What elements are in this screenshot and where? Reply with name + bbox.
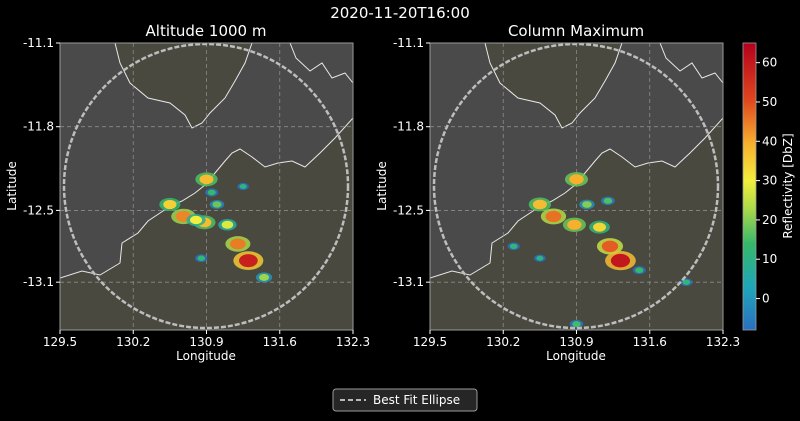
reflectivity-cell	[593, 222, 607, 232]
legend-box	[332, 388, 478, 412]
x-tick-label: 131.6	[633, 335, 667, 349]
reflectivity-cell	[199, 174, 214, 185]
y-tick-label: -13.1	[23, 275, 54, 289]
reflectivity-cells	[507, 172, 693, 329]
reflectivity-cell	[610, 253, 631, 268]
colorbar-tick-label: 10	[762, 252, 777, 266]
y-tick-label: -11.8	[23, 120, 54, 134]
reflectivity-cell	[601, 240, 619, 253]
y-tick-label: -11.1	[393, 36, 424, 50]
reflectivity-cell	[238, 254, 258, 268]
y-tick-label: -13.1	[393, 275, 424, 289]
reflectivity-cell	[545, 210, 562, 222]
reflectivity-cell	[603, 197, 613, 204]
x-tick-label: 130.9	[559, 335, 593, 349]
y-ticks: -11.1 -11.8 -12.5 -13.1	[393, 36, 430, 289]
x-tick-label: 130.9	[189, 335, 223, 349]
colorbar-gradient	[742, 42, 757, 331]
reflectivity-cell	[569, 174, 584, 185]
x-axis-label: Longitude	[176, 349, 236, 363]
colorbar-tick-label: 30	[762, 174, 777, 188]
colorbar-tick-label: 40	[762, 134, 777, 148]
panel-title: Altitude 1000 m	[146, 22, 267, 40]
colorbar: 0 10 20 30 40 50 60 Reflectivity [DbZ]	[742, 42, 795, 331]
y-tick-label: -12.5	[393, 203, 424, 217]
y-tick-label: -11.8	[393, 120, 424, 134]
panel-title: Column Maximum	[508, 22, 644, 40]
reflectivity-cell	[212, 201, 222, 208]
panel-altitude: Altitude 1000 m 129.5 130.2 130.9 131.6 132.…	[5, 22, 370, 363]
x-tick-label: 129.5	[43, 335, 77, 349]
x-ticks: 129.5 130.2 130.9 131.6 132.3	[413, 330, 740, 349]
panel-column-max: Column Maximum 129.5 130.2 130.9 131.6 132.3…	[375, 22, 740, 363]
reflectivity-cell	[509, 243, 518, 249]
radar-range-ring	[62, 43, 350, 330]
reflectivity-cell	[635, 267, 644, 274]
reflectivity-cell	[239, 183, 247, 190]
y-ticks: -11.1 -11.8 -12.5 -13.1	[23, 36, 60, 289]
y-axis-label: Latitude	[375, 161, 389, 210]
legend: Best Fit Ellipse	[332, 388, 478, 412]
reflectivity-cells	[159, 172, 273, 283]
reflectivity-cell	[221, 220, 234, 229]
x-tick-label: 132.3	[706, 335, 740, 349]
reflectivity-cell	[259, 273, 270, 281]
x-tick-label: 130.2	[486, 335, 520, 349]
reflectivity-cell	[163, 199, 177, 210]
reflectivity-cell	[197, 255, 206, 261]
reflectivity-cell	[190, 215, 203, 225]
reflectivity-cell	[682, 279, 691, 285]
reflectivity-cell	[230, 238, 246, 250]
radar-range-ring	[432, 43, 720, 330]
x-tick-label: 129.5	[413, 335, 447, 349]
x-axis-label: Longitude	[546, 349, 606, 363]
y-tick-label: -12.5	[23, 203, 54, 217]
reflectivity-cell	[532, 199, 547, 210]
coastline-east	[659, 43, 723, 84]
reflectivity-cell	[582, 201, 592, 208]
x-ticks: 129.5 130.2 130.9 131.6 132.3	[43, 330, 370, 349]
reflectivity-cell	[536, 255, 544, 261]
colorbar-ticks: 0 10 20 30 40 50 60	[756, 56, 777, 306]
x-tick-label: 131.6	[263, 335, 297, 349]
colorbar-tick-label: 20	[762, 213, 777, 227]
reflectivity-cell	[567, 219, 582, 230]
colorbar-label: Reflectivity [DbZ]	[781, 133, 795, 238]
coastline-east	[289, 43, 353, 84]
legend-label: Best Fit Ellipse	[373, 393, 460, 407]
x-tick-label: 130.2	[116, 335, 150, 349]
colorbar-tick-label: 60	[762, 56, 777, 70]
y-tick-label: -11.1	[23, 36, 54, 50]
reflectivity-cell	[207, 189, 216, 196]
colorbar-tick-label: 50	[762, 95, 777, 109]
x-tick-label: 132.3	[336, 335, 370, 349]
reflectivity-cell	[572, 321, 581, 327]
y-axis-label: Latitude	[5, 161, 19, 210]
colorbar-tick-label: 0	[762, 292, 770, 306]
figure-title: 2020-11-20T16:00	[330, 4, 470, 22]
